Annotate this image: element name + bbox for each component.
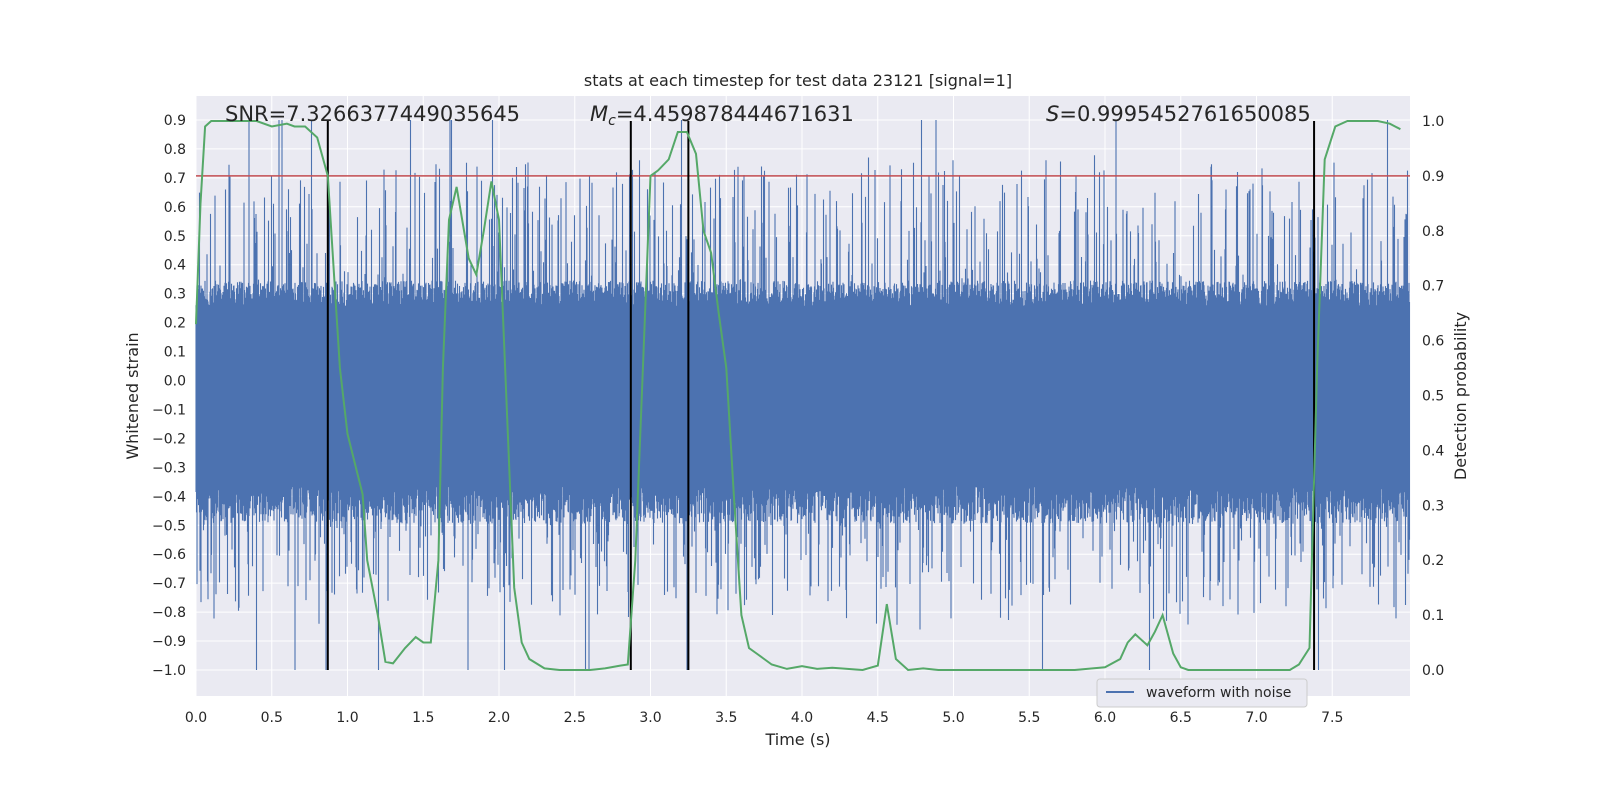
x-tick-label: 1.5 [412, 710, 434, 726]
y-tick-label: 0.7 [164, 171, 186, 187]
y-tick-label: 0.3 [164, 287, 186, 303]
y2-tick-label: 0.9 [1422, 169, 1444, 185]
y-tick-label: 0.0 [164, 374, 186, 390]
x-axis-label: Time (s) [764, 730, 830, 749]
y-tick-label: −0.9 [152, 634, 186, 650]
y-tick-label: 0.1 [164, 345, 186, 361]
x-ticks: 0.0 0.5 1.0 1.5 2.0 2.5 3.0 3.5 4.0 4.5 5.0 5.5 6.0 6… [185, 710, 1344, 726]
x-tick-label: 0.5 [261, 710, 283, 726]
probability-line [195, 120, 1401, 672]
annotation-score: S=0.9995452761650085 [1046, 102, 1311, 126]
x-tick-label: 7.5 [1321, 710, 1343, 726]
y2-tick-label: 0.0 [1422, 663, 1444, 679]
y-tick-label: −0.1 [152, 402, 186, 418]
chart-title: stats at each timestep for test data 231… [584, 71, 1012, 90]
x-tick-label: 7.0 [1245, 710, 1267, 726]
y-tick-label: −0.4 [152, 489, 186, 505]
y-tick-label: 0.8 [164, 142, 186, 158]
legend: waveform with noise [1096, 678, 1308, 708]
y-tick-label: 0.9 [164, 113, 186, 129]
y-tick-label: −1.0 [152, 663, 186, 679]
y-tick-label: −0.7 [152, 576, 186, 592]
y2-tick-label: 0.1 [1422, 608, 1444, 624]
x-tick-label: 4.5 [867, 710, 889, 726]
y-tick-label: −0.6 [152, 547, 186, 563]
probability-series [195, 120, 1401, 672]
y-tick-label: 0.6 [164, 200, 186, 216]
legend-box [1096, 678, 1308, 708]
waveform-series [195, 120, 1411, 670]
y-tick-label: −0.5 [152, 518, 186, 534]
y2-ticks: 1.0 0.9 0.8 0.7 0.6 0.5 0.4 0.3 0.2 0.1 0.0 [1422, 114, 1444, 679]
y2-tick-label: 0.2 [1422, 553, 1444, 569]
x-tick-label: 3.0 [639, 710, 661, 726]
x-tick-label: 2.0 [488, 710, 510, 726]
x-tick-label: 6.0 [1094, 710, 1116, 726]
y2-tick-label: 0.6 [1422, 334, 1444, 350]
annotation-snr: SNR=7.3266377449035645 [225, 102, 520, 126]
y2-tick-label: 1.0 [1422, 114, 1444, 130]
y2-axis-label: Detection probability [1451, 312, 1470, 480]
y-axis-label: Whitened strain [123, 332, 142, 459]
y-tick-label: −0.2 [152, 431, 186, 447]
x-tick-label: 5.5 [1018, 710, 1040, 726]
annotation-chirp-mass: Mc=4.459878444671631 [590, 102, 854, 129]
y-tick-label: −0.3 [152, 460, 186, 476]
y-tick-label: 0.4 [164, 258, 186, 274]
y-tick-label: 0.2 [164, 316, 186, 332]
y2-tick-label: 0.3 [1422, 498, 1444, 514]
x-tick-label: 3.5 [715, 710, 737, 726]
x-tick-label: 6.5 [1170, 710, 1192, 726]
x-tick-label: 2.5 [564, 710, 586, 726]
y2-tick-label: 0.7 [1422, 279, 1444, 295]
y-tick-label: 0.5 [164, 229, 186, 245]
x-tick-label: 5.0 [942, 710, 964, 726]
y-tick-label: −0.8 [152, 605, 186, 621]
waveform-trace [195, 120, 1411, 670]
y2-tick-label: 0.4 [1422, 443, 1444, 459]
y2-tick-label: 0.8 [1422, 224, 1444, 240]
x-tick-label: 4.0 [791, 710, 813, 726]
legend-label: waveform with noise [1146, 685, 1291, 701]
y2-tick-label: 0.5 [1422, 389, 1444, 405]
x-tick-label: 1.0 [336, 710, 358, 726]
event-lines [326, 121, 1316, 670]
x-tick-label: 0.0 [185, 710, 207, 726]
y-ticks: 0.9 0.8 0.7 0.6 0.5 0.4 0.3 0.2 0.1 0.0 −0.1 −0.2 −0… [152, 113, 186, 679]
